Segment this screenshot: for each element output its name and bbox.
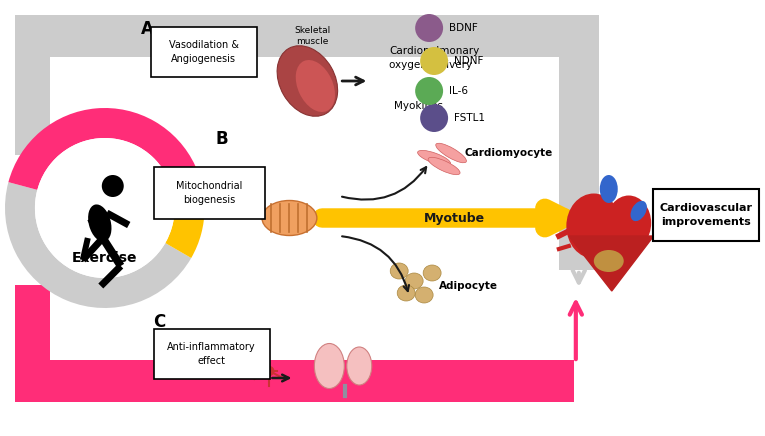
FancyBboxPatch shape: [154, 329, 271, 379]
Circle shape: [420, 104, 448, 132]
Text: Myokines: Myokines: [394, 101, 443, 111]
Polygon shape: [569, 236, 653, 291]
Ellipse shape: [607, 195, 651, 251]
Circle shape: [265, 366, 275, 376]
Ellipse shape: [405, 273, 423, 289]
Bar: [15, 15, 50, 155]
Text: Exercise: Exercise: [72, 251, 138, 265]
FancyArrow shape: [87, 211, 108, 225]
Text: Adipocyte: Adipocyte: [439, 281, 498, 291]
Text: Cardiopulmonary
oxygen delivery: Cardiopulmonary oxygen delivery: [389, 46, 480, 70]
Bar: [559, 15, 599, 270]
Text: FSTL1: FSTL1: [454, 113, 485, 123]
Wedge shape: [168, 166, 204, 208]
Ellipse shape: [436, 143, 467, 163]
Wedge shape: [165, 208, 204, 258]
Text: Cardiomyocyte: Cardiomyocyte: [464, 148, 552, 158]
FancyArrow shape: [105, 210, 130, 228]
Text: NDNF: NDNF: [454, 56, 483, 66]
Text: B: B: [215, 130, 228, 148]
Ellipse shape: [262, 201, 317, 235]
Ellipse shape: [418, 150, 451, 166]
FancyArrow shape: [99, 236, 124, 268]
Ellipse shape: [415, 287, 433, 303]
FancyArrow shape: [80, 237, 91, 261]
Circle shape: [35, 138, 174, 278]
Bar: [15, 15, 594, 57]
Ellipse shape: [296, 60, 335, 112]
Wedge shape: [5, 182, 191, 308]
Ellipse shape: [566, 194, 621, 259]
Circle shape: [420, 47, 448, 75]
Ellipse shape: [630, 201, 647, 221]
Circle shape: [415, 14, 443, 42]
Ellipse shape: [390, 263, 409, 279]
FancyBboxPatch shape: [154, 167, 265, 219]
Ellipse shape: [88, 204, 112, 242]
Ellipse shape: [428, 157, 460, 175]
Text: Anti-inflammatory
effect: Anti-inflammatory effect: [168, 342, 256, 366]
Text: Mitochondrial
biogenesis: Mitochondrial biogenesis: [177, 181, 243, 204]
Wedge shape: [8, 108, 195, 190]
Ellipse shape: [600, 175, 618, 203]
Ellipse shape: [347, 347, 372, 385]
Ellipse shape: [314, 344, 344, 388]
Text: Myotube: Myotube: [424, 211, 485, 225]
Bar: [15, 360, 574, 402]
Text: A: A: [142, 20, 154, 38]
Circle shape: [415, 77, 443, 105]
Ellipse shape: [423, 265, 441, 281]
Ellipse shape: [594, 250, 623, 272]
Ellipse shape: [277, 46, 337, 116]
Text: C: C: [154, 313, 166, 331]
Circle shape: [102, 175, 124, 197]
Text: Cardiovascular
improvements: Cardiovascular improvements: [659, 204, 752, 227]
Text: Vasodilation &
Angiogenesis: Vasodilation & Angiogenesis: [168, 41, 239, 64]
FancyArrow shape: [99, 263, 123, 289]
FancyBboxPatch shape: [653, 189, 760, 241]
FancyArrow shape: [80, 235, 106, 262]
Text: BDNF: BDNF: [449, 23, 478, 33]
Ellipse shape: [397, 285, 415, 301]
Bar: [15, 285, 50, 402]
Text: Skeletal
muscle: Skeletal muscle: [295, 26, 330, 46]
FancyBboxPatch shape: [151, 27, 258, 77]
Text: IL-6: IL-6: [449, 86, 468, 96]
